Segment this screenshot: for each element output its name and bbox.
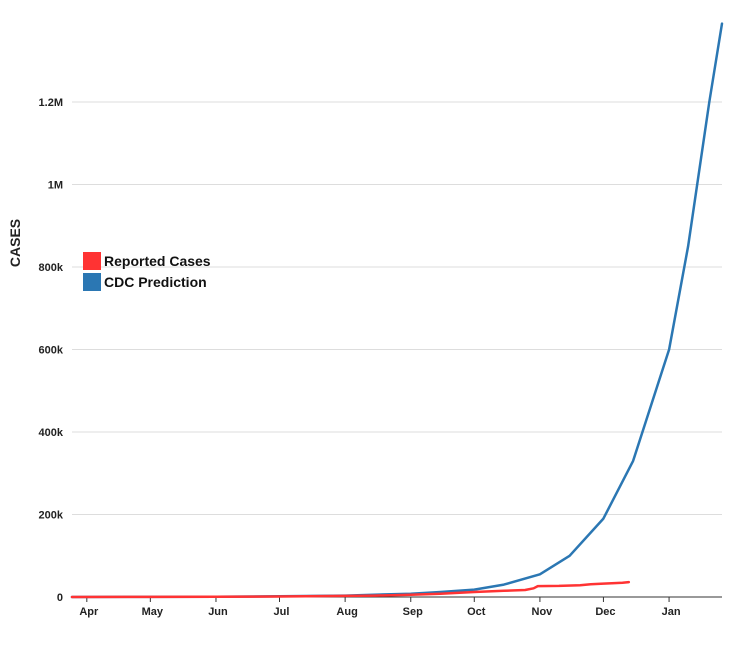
x-tick-label: Dec xyxy=(595,606,615,618)
x-tick-label: Jan xyxy=(662,606,681,618)
series-line-reported-cases xyxy=(70,580,631,599)
series-layer xyxy=(70,22,724,599)
x-tick-label: Jul xyxy=(274,606,290,618)
y-tick-label: 0 xyxy=(57,592,63,604)
legend-swatch xyxy=(83,273,101,291)
y-tick-label: 800k xyxy=(39,262,64,274)
legend-label: CDC Prediction xyxy=(104,274,207,290)
legend-swatch xyxy=(83,252,101,270)
legend: Reported Cases CDC Prediction xyxy=(83,252,211,291)
gridlines xyxy=(72,101,722,515)
y-tick-label: 400k xyxy=(39,427,64,439)
y-tick-label: 200k xyxy=(39,510,64,522)
y-tick-label: 1M xyxy=(48,180,63,192)
x-axis-ticks: Apr May Jun Jul Aug Sep Oct Nov Dec Jan xyxy=(79,597,681,618)
y-axis-title: CASES xyxy=(7,219,23,267)
x-tick-label: Sep xyxy=(403,606,423,618)
y-tick-label: 600k xyxy=(39,345,64,357)
legend-label: Reported Cases xyxy=(104,253,211,269)
x-tick-label: Oct xyxy=(467,606,486,618)
x-tick-label: Nov xyxy=(532,606,554,618)
x-tick-label: Jun xyxy=(208,606,228,618)
y-tick-label: 1.2M xyxy=(39,97,63,109)
series-line-cdc-prediction xyxy=(70,22,724,599)
x-tick-label: May xyxy=(142,606,164,618)
x-tick-label: Apr xyxy=(79,606,99,618)
x-tick-label: Aug xyxy=(336,606,357,618)
y-axis-ticks: 0 200k 400k 600k 800k 1M 1.2M xyxy=(39,97,64,604)
